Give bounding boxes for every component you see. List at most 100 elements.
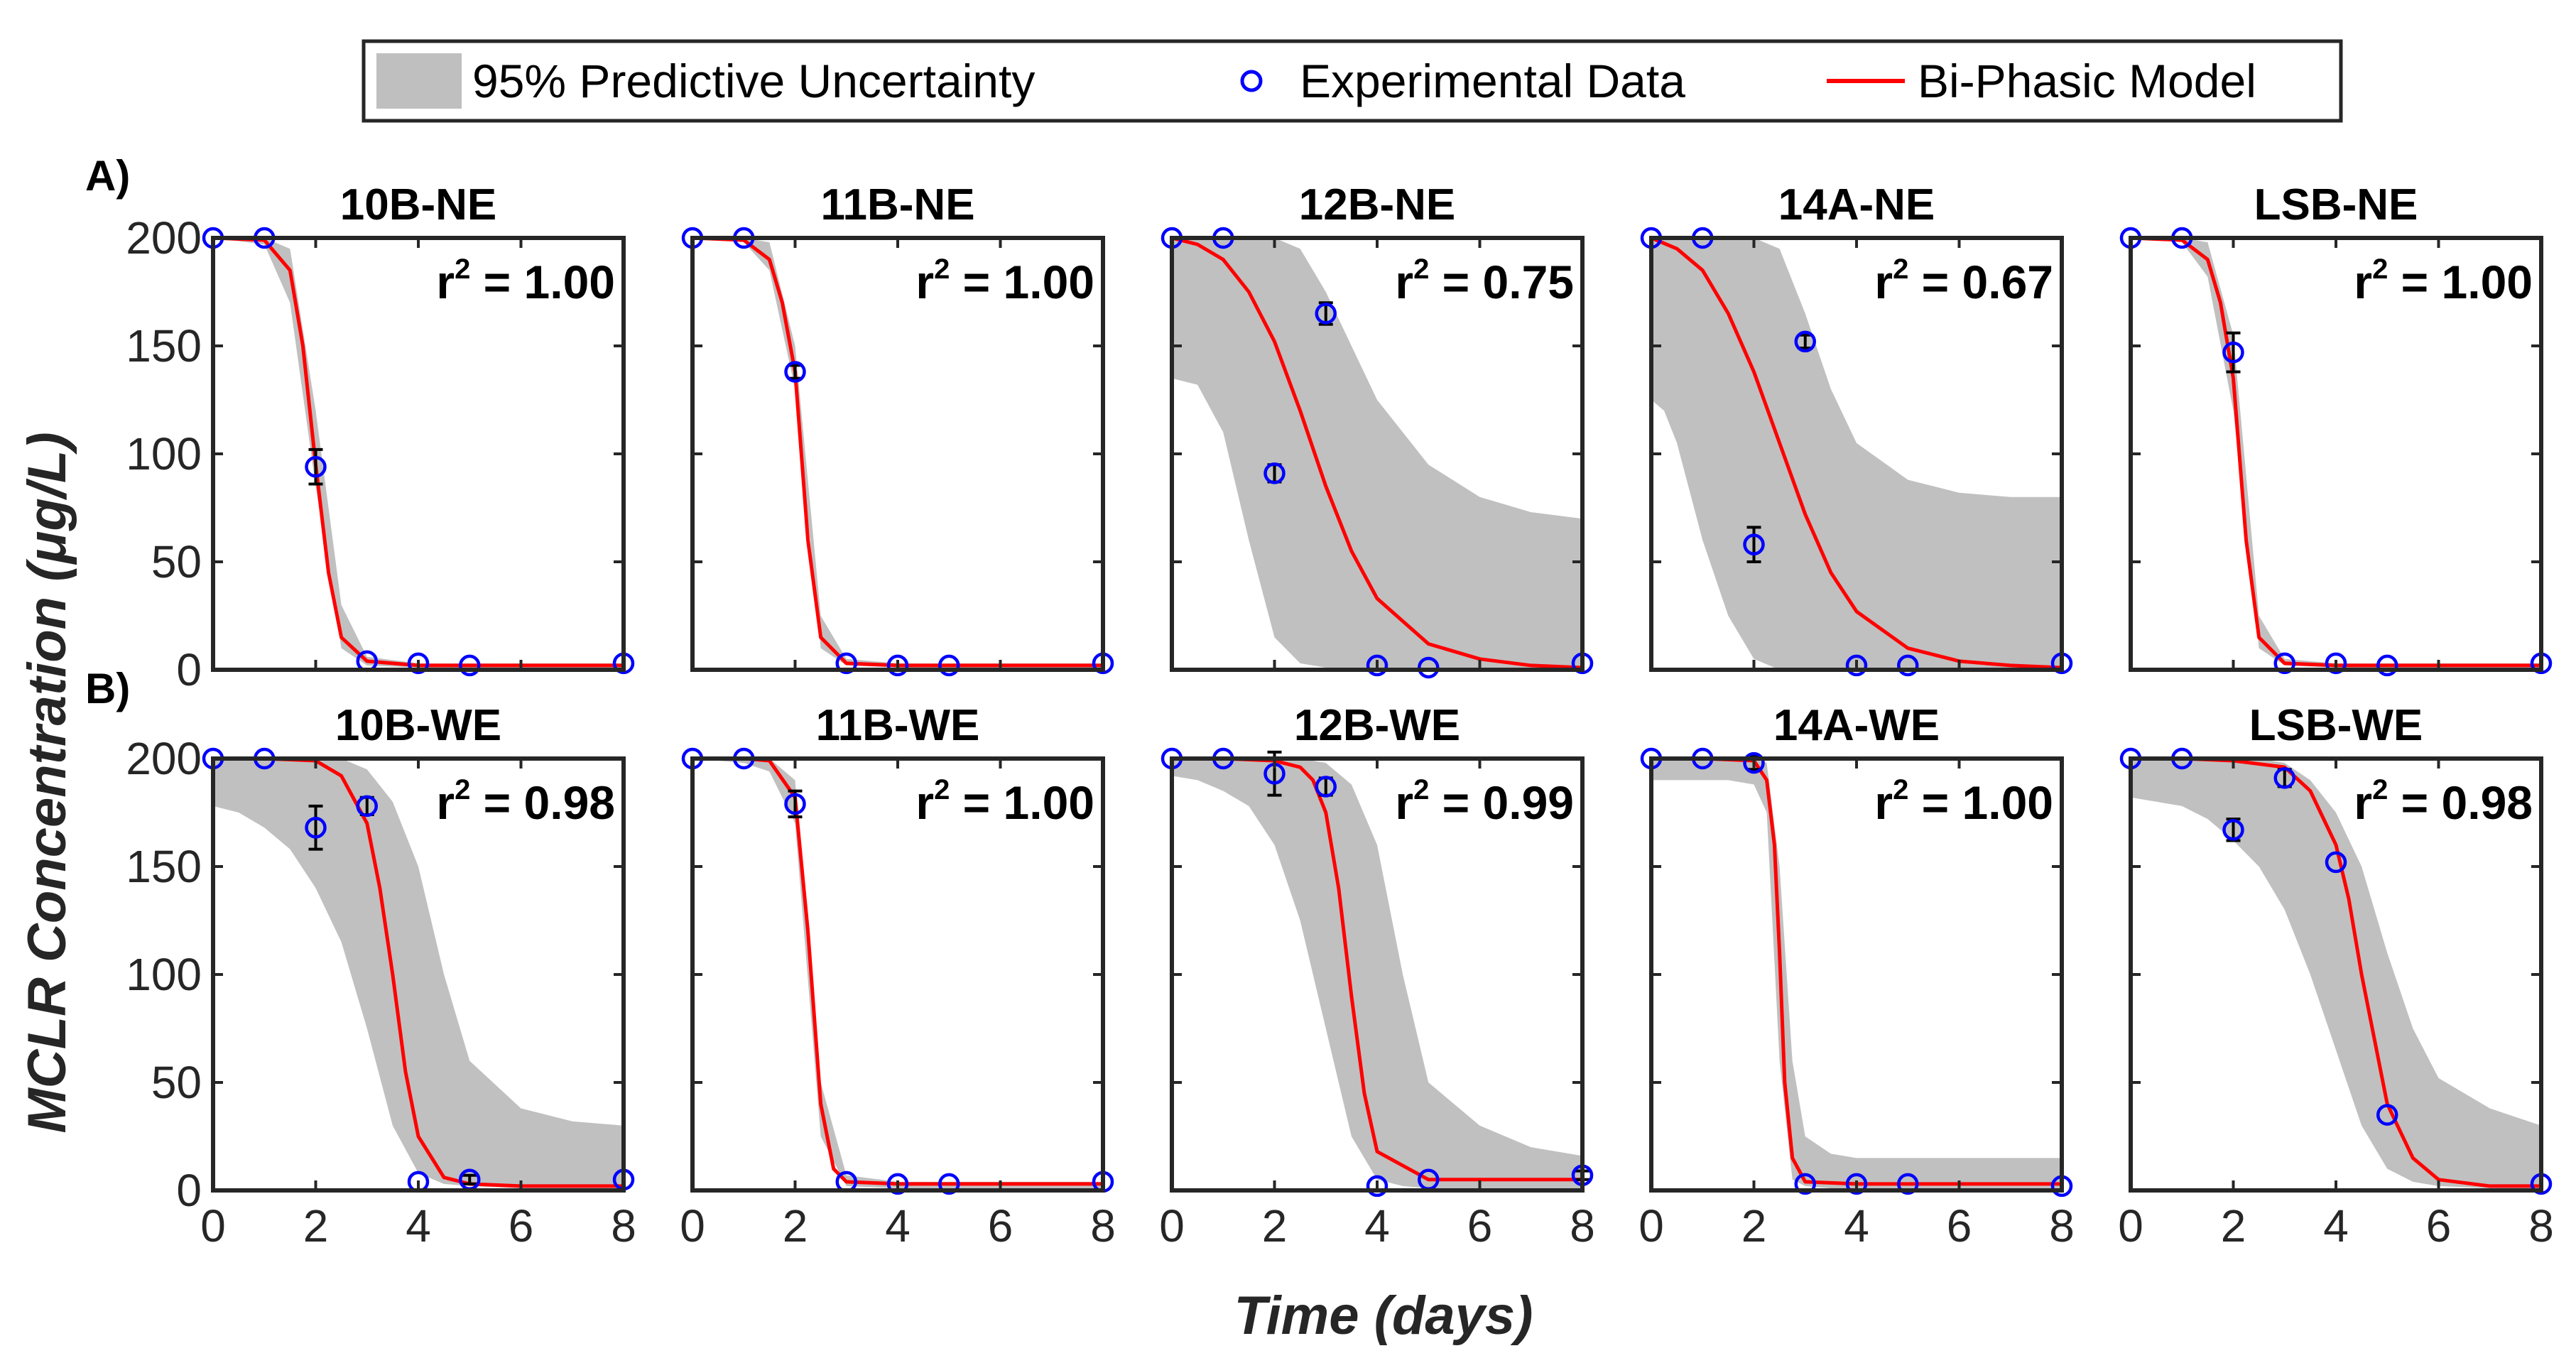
panel-title: 14A-WE (1773, 701, 1940, 750)
x-tick-label: 4 (885, 1200, 911, 1251)
data-point (1794, 330, 1816, 353)
x-tick-label: 2 (2221, 1200, 2246, 1251)
r-squared-label: r2 = 1.00 (436, 254, 615, 308)
legend: 95% Predictive Uncertainty Experimental … (362, 39, 2343, 123)
panel-lsb-ne: LSB-NE r2 = 1.00 (2119, 180, 2553, 677)
data-point (1743, 751, 1765, 774)
data-point (459, 654, 481, 677)
x-tick-label: 4 (1364, 1200, 1390, 1251)
r-squared-label: r2 = 0.67 (1874, 254, 2053, 308)
panel-title: 11B-NE (820, 180, 974, 229)
data-point (2222, 341, 2244, 364)
x-tick-label: 6 (988, 1200, 1013, 1251)
data-point (1263, 462, 1286, 484)
r-squared-symbol: r (1874, 776, 1893, 829)
r-squared-symbol: r (2354, 776, 2372, 829)
y-tick-label: 150 (126, 841, 202, 892)
x-tick-label: 2 (1741, 1200, 1767, 1251)
r-squared-label: r2 = 0.98 (2354, 774, 2533, 829)
r-squared-value: = 0.98 (2388, 776, 2533, 829)
r-squared-exponent: 2 (455, 774, 470, 805)
y-tick-label: 200 (126, 212, 202, 264)
data-point (2273, 652, 2295, 675)
panel-frame (2129, 756, 2543, 1193)
panel-frame (211, 236, 626, 672)
data-point (1366, 654, 1388, 677)
y-tick-label: 0 (176, 1165, 202, 1216)
r-squared-label: r2 = 1.00 (2354, 254, 2533, 308)
panel-14a-ne: 14A-NE r2 = 0.67 (1640, 180, 2073, 677)
r-squared-exponent: 2 (2372, 254, 2388, 285)
r-squared-label: r2 = 0.75 (1395, 254, 1574, 308)
r-squared-exponent: 2 (934, 774, 950, 805)
data-point (2376, 1104, 2398, 1126)
x-tick-label: 8 (2049, 1200, 2075, 1251)
y-tick-label: 150 (126, 320, 202, 371)
x-tick-label: 0 (680, 1200, 705, 1251)
data-point (1897, 1173, 1919, 1195)
panel-11b-ne: 11B-NE r2 = 1.00 (681, 180, 1114, 677)
legend-box (362, 39, 2343, 123)
r-squared-exponent: 2 (934, 254, 950, 285)
r-squared-symbol: r (2354, 256, 2372, 308)
panel-title: LSB-NE (2254, 180, 2418, 229)
legend-band-swatch (376, 53, 462, 109)
r-squared-exponent: 2 (1413, 254, 1429, 285)
panel-frame (2129, 236, 2543, 672)
data-point (835, 652, 857, 675)
x-tick-label: 6 (1467, 1200, 1493, 1251)
r-squared-symbol: r (915, 776, 934, 829)
panel-frame (1170, 236, 1585, 672)
data-point (1315, 776, 1337, 798)
data-point (1845, 1173, 1868, 1195)
data-point (407, 652, 430, 675)
x-tick-label: 8 (2528, 1200, 2554, 1251)
r-squared-value: = 1.00 (470, 256, 615, 308)
r-squared-label: r2 = 0.99 (1395, 774, 1574, 829)
r-squared-label: r2 = 1.00 (1874, 774, 2053, 829)
data-point (305, 455, 327, 478)
model-line (2131, 759, 2541, 1188)
data-point (784, 361, 806, 383)
data-point (1897, 654, 1919, 677)
r-squared-value: = 0.98 (470, 776, 615, 829)
uncertainty-band (2131, 759, 2541, 1188)
panel-frame (1170, 756, 1585, 1193)
model-line (1172, 238, 1582, 670)
x-tick-label: 4 (2323, 1200, 2349, 1251)
x-tick-label: 2 (1262, 1200, 1288, 1251)
data-point (2222, 819, 2244, 841)
r-squared-symbol: r (436, 256, 455, 308)
x-tick-label: 6 (1947, 1200, 1972, 1251)
panel-title: 12B-NE (1299, 180, 1456, 229)
panel-title: LSB-WE (2249, 701, 2423, 750)
x-tick-label: 4 (1844, 1200, 1869, 1251)
r-squared-label: r2 = 1.00 (915, 254, 1094, 308)
data-point (1366, 1175, 1388, 1198)
legend-marker-swatch (1240, 70, 1263, 92)
r-squared-label: r2 = 1.00 (915, 774, 1094, 829)
data-point (2376, 654, 2398, 677)
data-point (1845, 654, 1868, 677)
r-squared-value: = 1.00 (1908, 776, 2053, 829)
data-point (1418, 656, 1440, 679)
r-squared-value: = 0.75 (1429, 256, 1574, 308)
legend-band-label: 95% Predictive Uncertainty (472, 55, 1035, 107)
panel-10b-ne: 0 50 100 150 200 10B-NE r2 = 1.00 (126, 180, 635, 695)
panel-title: 14A-NE (1778, 180, 1935, 229)
r-squared-value: = 0.99 (1429, 776, 1574, 829)
x-tick-label: 0 (1159, 1200, 1185, 1251)
data-point (938, 1173, 960, 1195)
x-tick-label: 8 (1090, 1200, 1116, 1251)
r-squared-symbol: r (1395, 256, 1413, 308)
x-axis-label: Time (days) (1234, 1286, 1533, 1346)
x-tick-label: 2 (783, 1200, 808, 1251)
r-squared-exponent: 2 (2372, 774, 2388, 805)
r-squared-symbol: r (1874, 256, 1893, 308)
legend-line-label: Bi-Phasic Model (1918, 55, 2256, 107)
